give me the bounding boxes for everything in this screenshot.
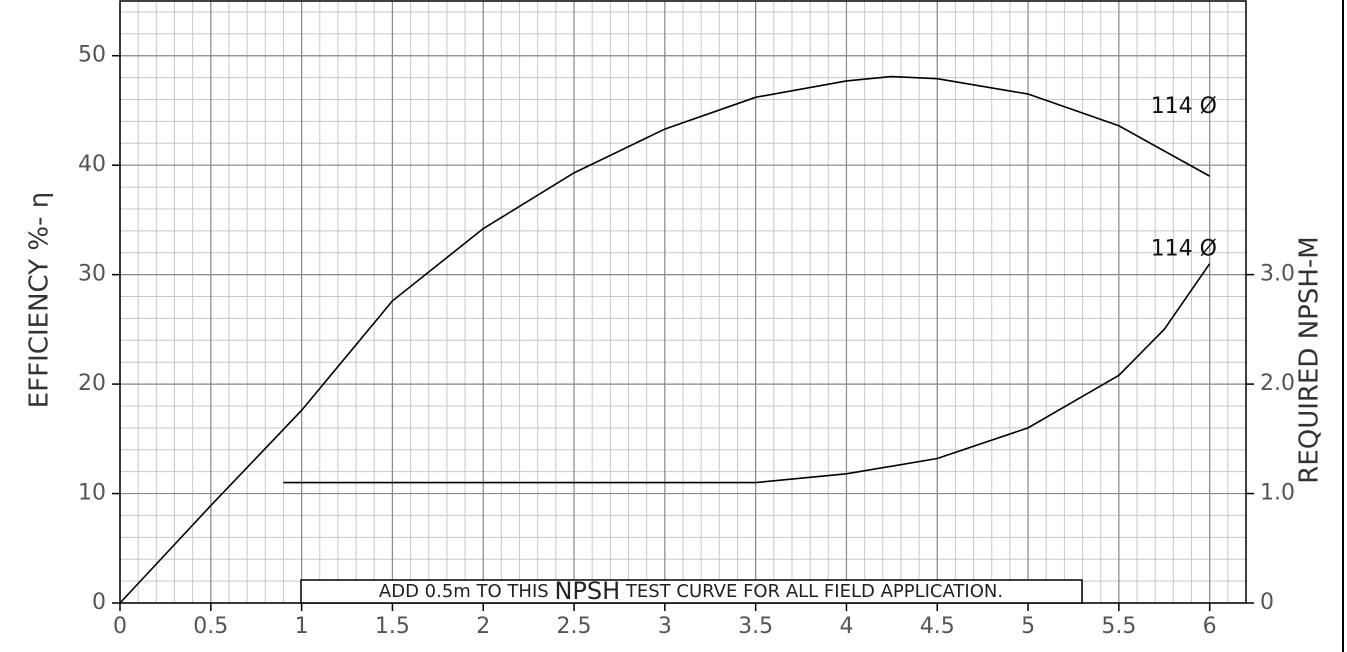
y2-tick-label: 0 [1260, 590, 1274, 615]
y2-tick-label: 3.0 [1260, 262, 1295, 287]
annotation: ADD 0.5m TO THIS NPSH TEST CURVE FOR ALL… [379, 577, 1003, 605]
x-tick-label: 2 [476, 614, 490, 639]
y-tick-label: 10 [78, 481, 106, 506]
grid [119, 1, 1247, 604]
y2-axis-label: REQUIRED NPSH-M [1295, 236, 1325, 483]
x-tick-label: 0.5 [193, 614, 228, 639]
x-tick-label: 3.5 [738, 614, 773, 639]
y-tick-label: 0 [92, 590, 106, 615]
series-line [283, 263, 1211, 484]
x-tick-label: 3 [658, 614, 672, 639]
y-tick-label: 40 [78, 152, 106, 177]
annotation-part: TEST CURVE FOR ALL FIELD APPLICATION. [625, 581, 1003, 602]
x-tick-label: 6 [1203, 614, 1217, 639]
y2-tick-label: 2.0 [1260, 371, 1295, 396]
series-line [119, 75, 1211, 604]
x-tick-label: 1.5 [375, 614, 410, 639]
x-tick-label: 4 [839, 614, 853, 639]
annotation-part: NPSH [554, 577, 620, 605]
x-tick-label: 4.5 [920, 614, 955, 639]
series-label: 114 Ø [1151, 94, 1217, 119]
annotation-box [300, 579, 1083, 604]
x-tick-label: 5 [1021, 614, 1035, 639]
x-tick-label: 0 [113, 614, 127, 639]
series-label: 114 Ø [1151, 237, 1217, 262]
y-tick-label: 20 [78, 371, 106, 396]
y-tick-label: 50 [78, 43, 106, 68]
y-tick-label: 30 [78, 262, 106, 287]
y-axis-label: EFFICIENCY %- η [25, 192, 55, 408]
x-tick-label: 1 [295, 614, 309, 639]
annotation-part: ADD 0.5m TO THIS [379, 581, 549, 602]
x-tick-label: 5.5 [1101, 614, 1136, 639]
x-tick-label: 2.5 [557, 614, 592, 639]
y2-tick-label: 1.0 [1260, 481, 1295, 506]
